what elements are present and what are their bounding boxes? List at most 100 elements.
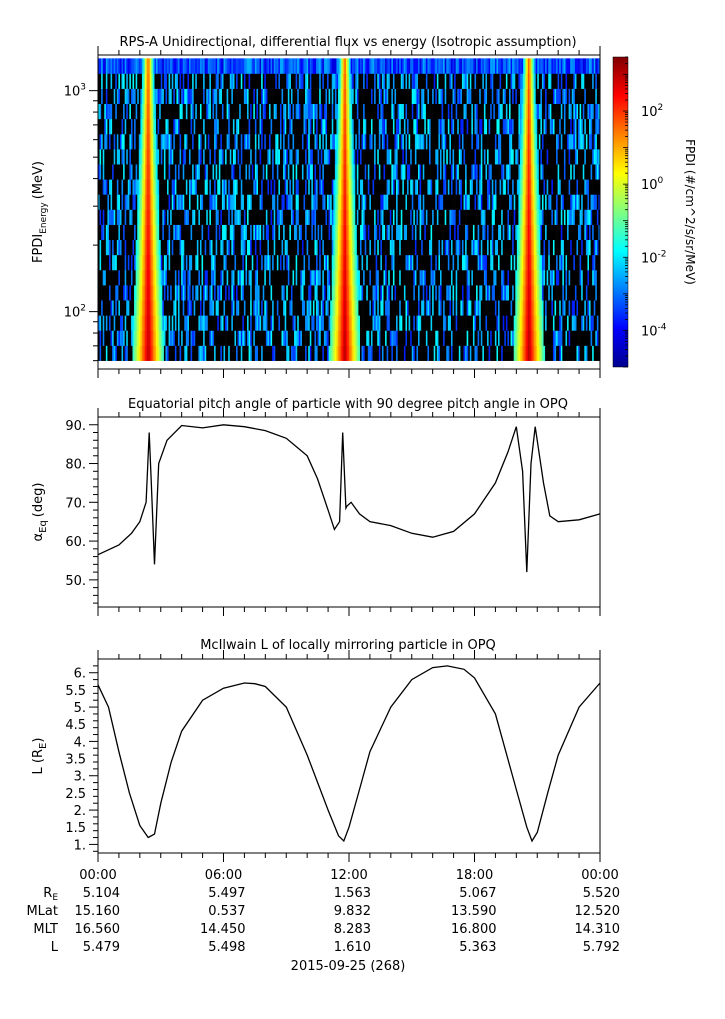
heatmap-cell: [576, 239, 579, 256]
heatmap-cell: [425, 285, 428, 301]
heatmap-cell: [113, 345, 116, 361]
heatmap-cell: [301, 315, 304, 331]
heatmap-cell: [267, 239, 270, 256]
heatmap-cell: [378, 269, 381, 286]
heatmap-cell: [171, 164, 174, 180]
heatmap-cell: [372, 330, 375, 346]
heatmap-cell: [130, 239, 133, 256]
heatmap-cell: [356, 345, 359, 361]
heatmap-cell: [579, 149, 582, 165]
heatmap-cell: [237, 285, 240, 301]
heatmap-cell: [414, 345, 417, 361]
heatmap-cell: [419, 209, 422, 225]
heatmap-cell: [108, 224, 111, 241]
heatmap-cell: [349, 239, 351, 256]
heatmap-cell: [450, 224, 453, 241]
heatmap-cell: [391, 239, 394, 256]
heatmap-cell: [510, 194, 513, 210]
heatmap-cell: [140, 149, 143, 165]
heatmap-cell: [181, 149, 184, 165]
heatmap-cell: [212, 345, 215, 361]
heatmap-cell: [265, 345, 268, 361]
heatmap-cell: [229, 285, 232, 301]
heatmap-cell: [127, 133, 130, 150]
heatmap-cell: [358, 179, 361, 195]
heatmap-cell: [167, 345, 169, 361]
heatmap-cell: [358, 209, 361, 225]
heatmap-cell: [223, 239, 226, 256]
heatmap-cell: [381, 269, 384, 286]
heatmap-cell: [490, 164, 493, 180]
heatmap-cell: [101, 269, 104, 286]
heatmap-cell: [593, 285, 596, 301]
heatmap-cell: [319, 133, 322, 150]
heatmap-cell: [485, 300, 488, 316]
heatmap-cell: [356, 269, 359, 286]
heatmap-cell: [196, 330, 199, 346]
heatmap-cell: [322, 254, 325, 271]
heatmap-cell: [152, 149, 155, 165]
heatmap-cell: [130, 345, 133, 361]
heatmap-cell: [192, 133, 194, 150]
heatmap-cell: [234, 269, 237, 286]
heatmap-cell: [592, 285, 595, 301]
heatmap-cell: [485, 345, 488, 361]
heatmap-cell: [247, 345, 249, 361]
heatmap-cell: [472, 239, 475, 256]
heatmap-cell: [229, 300, 232, 316]
heatmap-cell: [465, 254, 467, 271]
heatmap-cell: [119, 285, 122, 301]
heatmap-cell: [184, 254, 187, 271]
heatmap-cell: [270, 179, 273, 195]
heatmap-cell: [259, 149, 262, 165]
heatmap-cell: [579, 330, 582, 346]
heatmap-cell: [352, 224, 355, 241]
heatmap-cell: [298, 315, 301, 331]
heatmap-cell: [264, 224, 267, 241]
heatmap-cell: [195, 209, 198, 225]
heatmap-cell: [160, 224, 163, 241]
heatmap-cell: [151, 254, 154, 271]
heatmap-cell: [552, 179, 555, 195]
heatmap-cell: [306, 239, 309, 256]
heatmap-cell: [479, 269, 482, 286]
heatmap-cell: [135, 269, 138, 286]
heatmap-cell: [152, 254, 155, 271]
heatmap-cell: [432, 164, 435, 180]
heatmap-cell: [303, 209, 306, 225]
heatmap-cell: [535, 164, 538, 180]
heatmap-cell: [595, 133, 598, 150]
heatmap-cell: [137, 194, 140, 210]
heatmap-cell: [595, 164, 598, 180]
heatmap-cell: [413, 345, 416, 361]
heatmap-cell: [232, 224, 235, 241]
heatmap-cell: [485, 224, 488, 241]
heatmap-cell: [383, 300, 386, 316]
heatmap-cell: [460, 149, 463, 165]
heatmap-cell: [551, 300, 554, 316]
heatmap-cell: [247, 239, 249, 256]
heatmap-cell: [110, 149, 113, 165]
heatmap-cell: [349, 209, 351, 225]
heatmap-cell: [138, 209, 141, 225]
heatmap-cell: [173, 254, 176, 271]
heatmap-cell: [589, 300, 591, 316]
heatmap-cell: [339, 118, 342, 135]
heatmap-cell: [151, 239, 154, 256]
heatmap-cell: [424, 209, 427, 225]
heatmap-cell: [165, 345, 168, 361]
heatmap-cell: [187, 209, 190, 225]
heatmap-cell: [388, 149, 391, 165]
heatmap-cell: [289, 330, 292, 346]
heatmap-cell: [356, 118, 359, 135]
heatmap-cell: [113, 330, 116, 346]
heatmap-cell: [546, 345, 549, 361]
heatmap-cell: [210, 345, 213, 361]
heatmap-cell: [436, 239, 439, 256]
heatmap-cell: [212, 179, 215, 195]
heatmap-cell: [570, 179, 573, 195]
heatmap-cell: [421, 179, 424, 195]
heatmap-cell: [540, 315, 543, 331]
heatmap-cell: [193, 118, 196, 135]
heatmap-cell: [218, 345, 221, 361]
